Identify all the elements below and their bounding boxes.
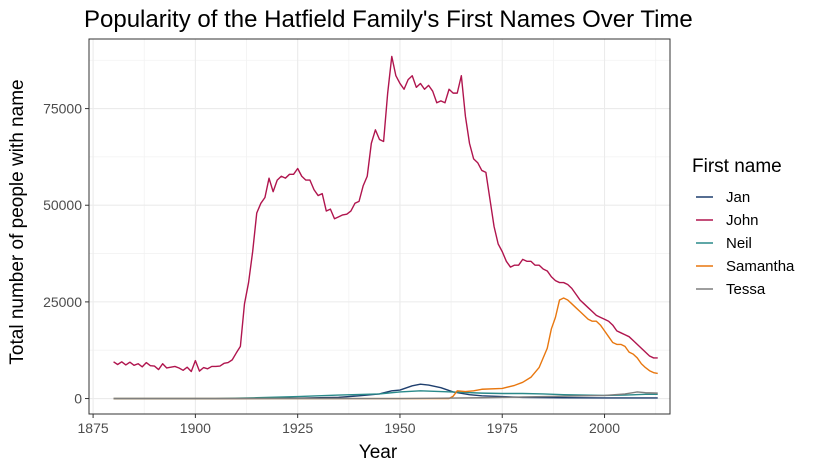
x-tick-label: 2000	[589, 420, 620, 436]
legend-label-john: John	[726, 212, 759, 229]
legend: First name Jan John Neil Samantha Tessa	[692, 156, 795, 298]
x-tick-label: 1975	[487, 420, 518, 436]
y-tick-label: 0	[74, 391, 82, 407]
series-line-john	[113, 55, 658, 373]
series-line-samantha	[113, 297, 658, 400]
x-axis-title: Year	[359, 442, 398, 463]
panel-border	[88, 38, 671, 415]
x-tick-label: 1925	[282, 420, 313, 436]
y-tick-label: 75000	[43, 101, 82, 117]
legend-label-jan: Jan	[726, 189, 750, 206]
legend-label-tessa: Tessa	[726, 281, 766, 298]
x-tick-label: 1900	[180, 420, 211, 436]
series-line-tessa	[113, 391, 658, 400]
y-axis-title: Total number of people with name	[7, 79, 28, 364]
legend-label-samantha: Samantha	[726, 258, 795, 275]
y-tick-label: 50000	[43, 197, 82, 213]
x-tick-label: 1875	[78, 420, 109, 436]
y-tick-label: 25000	[43, 294, 82, 310]
legend-label-neil: Neil	[726, 235, 752, 252]
x-tick-label: 1950	[384, 420, 415, 436]
chart-title: Popularity of the Hatfield Family's Firs…	[84, 6, 693, 33]
plot-area: 1875 1900 1925 1950 1975 2000 0 25000 50000 75000	[43, 38, 671, 436]
legend-title: First name	[692, 156, 782, 177]
